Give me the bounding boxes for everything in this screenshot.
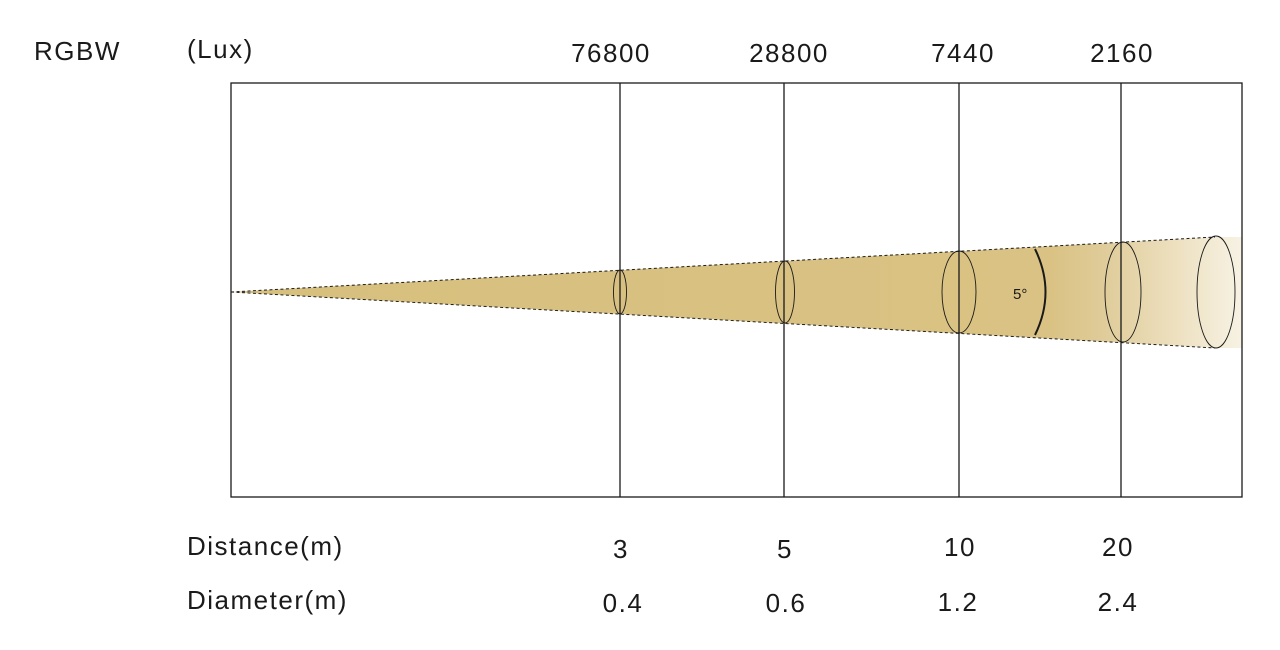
beam-angle-arc <box>1034 248 1047 336</box>
beam-angle-label: 5° <box>1013 286 1027 303</box>
beam-cross-section <box>1196 235 1236 349</box>
lux-value: 2160 <box>1090 38 1154 68</box>
diameter-value: 2.4 <box>1097 587 1139 617</box>
diagram-frame <box>230 82 1243 498</box>
distance-value: 10 <box>944 532 976 562</box>
unit-label: (Lux) <box>187 34 254 64</box>
beam-cross-section <box>941 250 977 334</box>
distance-value: 20 <box>1102 532 1134 562</box>
diameter-value: 0.4 <box>602 588 644 618</box>
distance-row-label: Distance(m) <box>187 531 344 561</box>
lux-value: 7440 <box>931 38 995 68</box>
diameter-row-label: Diameter(m) <box>187 585 348 615</box>
light-beam <box>231 237 1242 348</box>
beam-cross-section <box>1104 241 1142 343</box>
diameter-value: 1.2 <box>937 587 979 617</box>
beam-edge-bottom <box>230 291 1216 349</box>
lux-value: 28800 <box>749 38 829 68</box>
beam-cross-section <box>613 269 627 315</box>
beam-edge-top <box>230 236 1216 293</box>
beam-cross-section <box>775 260 795 324</box>
chart-title: RGBW <box>34 36 121 66</box>
distance-value: 3 <box>613 534 629 564</box>
distance-value: 5 <box>777 534 793 564</box>
diameter-value: 0.6 <box>765 588 807 618</box>
lux-value: 76800 <box>571 38 651 68</box>
